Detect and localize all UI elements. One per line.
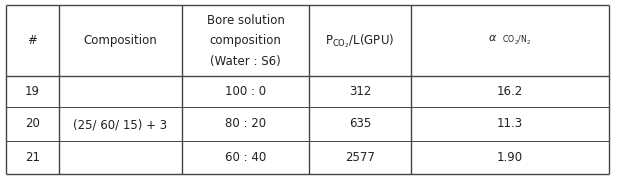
Text: Composition: Composition: [83, 34, 158, 47]
Text: 635: 635: [349, 117, 371, 130]
Text: #: #: [28, 34, 37, 47]
Text: 11.3: 11.3: [497, 117, 523, 130]
Text: 60 : 40: 60 : 40: [225, 151, 266, 164]
Text: P$_{\mathregular{CO_2}}$/L(GPU): P$_{\mathregular{CO_2}}$/L(GPU): [325, 32, 395, 50]
Text: (25/ 60/ 15) + 3: (25/ 60/ 15) + 3: [74, 118, 167, 131]
Text: 2577: 2577: [345, 151, 375, 164]
Text: 80 : 20: 80 : 20: [225, 117, 266, 130]
Text: Bore solution: Bore solution: [206, 14, 285, 27]
Text: $\it{\alpha}$  $\mathregular{_{CO_2/N_2}}$: $\it{\alpha}$ $\mathregular{_{CO_2/N_2}}…: [488, 34, 531, 47]
Text: 100 : 0: 100 : 0: [225, 85, 266, 98]
Text: 16.2: 16.2: [497, 85, 523, 98]
Text: 20: 20: [25, 117, 40, 130]
Text: 1.90: 1.90: [497, 151, 523, 164]
Text: 21: 21: [25, 151, 40, 164]
Text: composition: composition: [210, 34, 282, 47]
Text: 312: 312: [349, 85, 371, 98]
Text: (Water : S6): (Water : S6): [210, 55, 281, 68]
Text: 19: 19: [25, 85, 40, 98]
